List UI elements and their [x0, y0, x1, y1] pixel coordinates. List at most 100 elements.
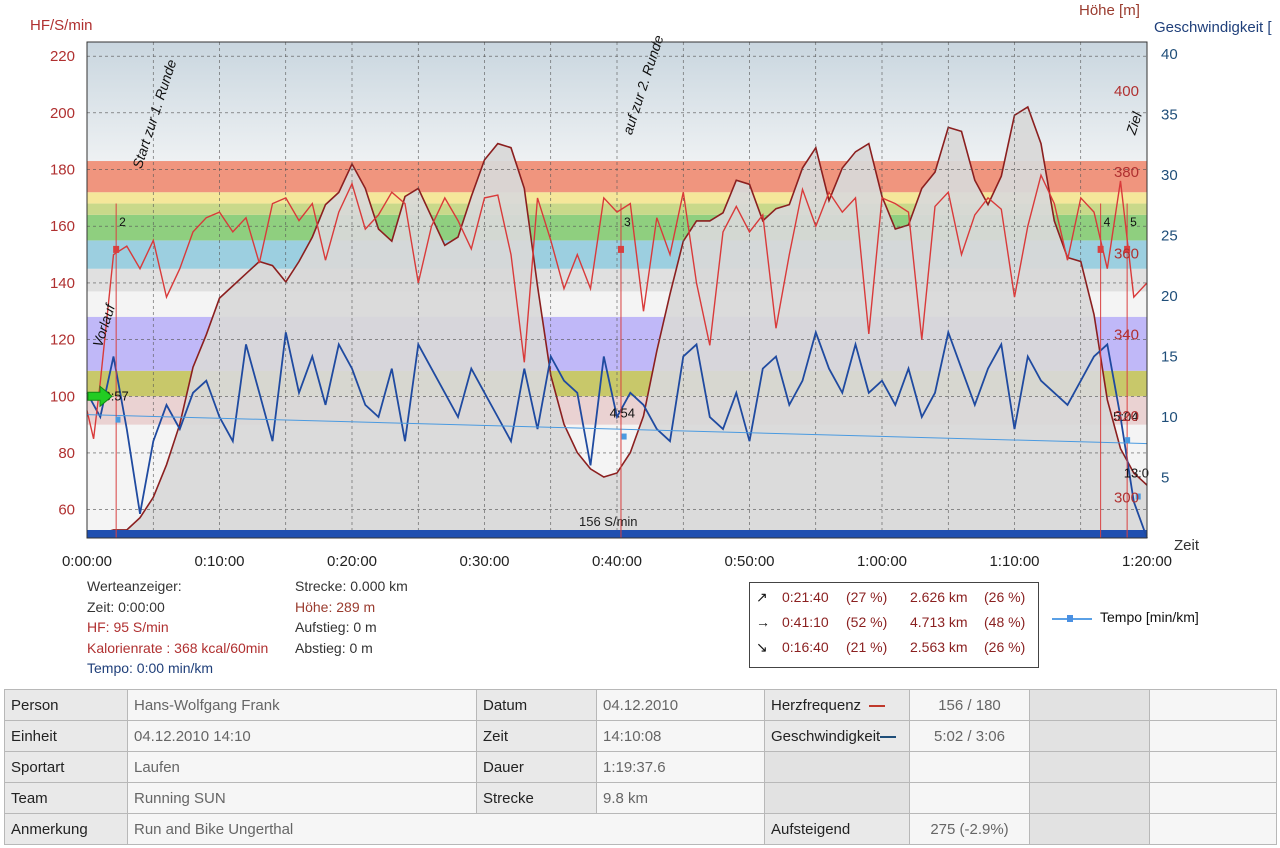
- einheit-value: 04.12.2010 14:10: [127, 720, 477, 752]
- summary-pct2: (48 %): [984, 614, 1026, 630]
- hoehe-axis-title: Höhe [m]: [1079, 2, 1140, 19]
- hf-table-value: 156 / 180: [909, 689, 1030, 721]
- anmerkung-value: Run and Bike Ungerthal: [127, 813, 765, 845]
- summary-pct1: (21 %): [846, 639, 888, 655]
- speed-axis-title: Geschwindigkeit [: [1154, 19, 1272, 36]
- hf-tick-label: 180: [50, 162, 75, 179]
- round-marker-label: 2: [119, 215, 126, 229]
- speed-swatch: [880, 735, 897, 738]
- empty-cell: [764, 751, 910, 783]
- datum-label: Datum: [476, 689, 597, 721]
- x-tick-label: 1:20:00: [1122, 553, 1172, 570]
- hoehe-tick-label: 400: [1114, 83, 1139, 100]
- speed-label: Geschwindigkeit: [764, 720, 910, 752]
- dauer-label: Dauer: [476, 751, 597, 783]
- hf-value: HF: 95 S/min: [87, 619, 169, 635]
- tempo-marker: [115, 416, 121, 423]
- tempo-legend-label: Tempo [min/km]: [1100, 609, 1199, 625]
- empty-cell: [1149, 813, 1277, 845]
- zeit-label: Zeit: [476, 720, 597, 752]
- strecke-value: Strecke: 0.000 km: [295, 578, 408, 594]
- sportart-value: Laufen: [127, 751, 477, 783]
- climb-summary-box: ↗ 0:21:40 (27 %) 2.626 km (26 %) → 0:41:…: [749, 582, 1039, 668]
- hoehe-tick-label: 300: [1114, 489, 1139, 506]
- empty-cell: [764, 782, 910, 814]
- hoehe-tick-label: 340: [1114, 327, 1139, 344]
- summary-dist: 4.713 km: [910, 614, 968, 630]
- sportart-label: Sportart: [4, 751, 128, 783]
- hf-tick-label: 160: [50, 218, 75, 235]
- empty-cell: [909, 782, 1030, 814]
- person-value: Hans-Wolfgang Frank: [127, 689, 477, 721]
- dauer-value: 1:19:37.6: [596, 751, 765, 783]
- upper-zone-background: [87, 42, 1147, 162]
- hoehe-value: Höhe: 289 m: [295, 598, 376, 615]
- zeit-value: Zeit: 0:00:00: [87, 598, 165, 615]
- x-tick-label: 0:40:00: [592, 553, 642, 570]
- round-marker: [1124, 245, 1131, 253]
- tempo-value-label: 5:04: [1113, 409, 1138, 424]
- right-arrow-icon: →: [756, 614, 770, 630]
- tempo-value-label: 4:54: [610, 406, 635, 421]
- hf-line: [86, 173, 1148, 439]
- round-marker: [1097, 245, 1104, 253]
- empty-cell: [1029, 689, 1150, 721]
- tempo-value: Tempo: 0:00 min/km: [87, 660, 214, 676]
- hoehe-tick-label: 320: [1114, 408, 1139, 425]
- x-tick-label: 0:50:00: [724, 553, 774, 570]
- speed-baseline-band: [87, 530, 1147, 538]
- kalorien-value: Kalorienrate : 368 kcal/60min: [87, 639, 269, 656]
- empty-cell: [1029, 782, 1150, 814]
- hoehe-tick-label: 380: [1114, 164, 1139, 181]
- zeit-table-value: 14:10:08: [596, 720, 765, 752]
- summary-row-flat: → 0:41:10 (52 %) 4.713 km (48 %): [750, 614, 1038, 638]
- tempo-legend-marker: [1067, 615, 1073, 622]
- hf-axis-title: HF/S/min: [30, 17, 93, 34]
- tempo-marker: [1125, 437, 1131, 444]
- hoehe-tick-label: 360: [1114, 245, 1139, 262]
- table-row: Sportart Laufen Dauer 1:19:37.6: [4, 751, 1277, 783]
- session-info-table: Person Hans-Wolfgang Frank Datum 04.12.2…: [4, 689, 1277, 845]
- hf-tick-label: 200: [50, 105, 75, 122]
- start-arrow-icon: [87, 385, 113, 408]
- table-row: Einheit 04.12.2010 14:10 Zeit 14:10:08 G…: [4, 720, 1277, 752]
- summary-row-down: ↘ 0:16:40 (21 %) 2.563 km (26 %): [750, 639, 1038, 663]
- speed-line: [86, 329, 1148, 539]
- summary-dist: 2.563 km: [910, 639, 968, 655]
- hf-zone-band: [87, 203, 1147, 215]
- x-tick-label: 0:00:00: [62, 553, 112, 570]
- summary-row-up: ↗ 0:21:40 (27 %) 2.626 km (26 %): [750, 589, 1038, 613]
- hf-tick-label: 120: [50, 332, 75, 349]
- datum-value: 04.12.2010: [596, 689, 765, 721]
- summary-time: 0:16:40: [782, 639, 829, 655]
- x-tick-label: 0:20:00: [327, 553, 377, 570]
- einheit-label: Einheit: [4, 720, 128, 752]
- x-axis-title: Zeit: [1174, 537, 1200, 554]
- round-marker: [113, 245, 120, 253]
- value-display: Werteanzeiger: Zeit: 0:00:00 HF: 95 S/mi…: [87, 576, 268, 679]
- speed-tick-label: 35: [1161, 107, 1178, 124]
- round-marker-label: 3: [624, 215, 631, 229]
- empty-cell: [1029, 751, 1150, 783]
- anmerkung-label: Anmerkung: [4, 813, 128, 845]
- speed-table-value: 5:02 / 3:06: [909, 720, 1030, 752]
- summary-time: 0:41:10: [782, 614, 829, 630]
- aufstieg-value: Aufstieg: 0 m: [295, 619, 377, 635]
- empty-cell: [1149, 782, 1277, 814]
- summary-pct2: (26 %): [984, 639, 1026, 655]
- tempo-marker: [1135, 493, 1141, 500]
- tempo-value-label: 13:0: [1124, 466, 1149, 481]
- summary-pct1: (52 %): [846, 614, 888, 630]
- hf-tick-label: 140: [50, 275, 75, 292]
- empty-cell: [1149, 720, 1277, 752]
- tempo-value-label: 3:57: [103, 389, 128, 404]
- altitude-line: [87, 105, 1148, 535]
- up-arrow-icon: ↗: [756, 589, 768, 605]
- hf-threshold-label: 156 S/min: [579, 514, 638, 529]
- table-row: Person Hans-Wolfgang Frank Datum 04.12.2…: [4, 689, 1277, 721]
- strecke-table-value: 9.8 km: [596, 782, 765, 814]
- summary-dist: 2.626 km: [910, 589, 968, 605]
- value-display-2: Strecke: 0.000 km Höhe: 289 m Aufstieg: …: [295, 576, 408, 658]
- speed-tick-label: 30: [1161, 167, 1178, 184]
